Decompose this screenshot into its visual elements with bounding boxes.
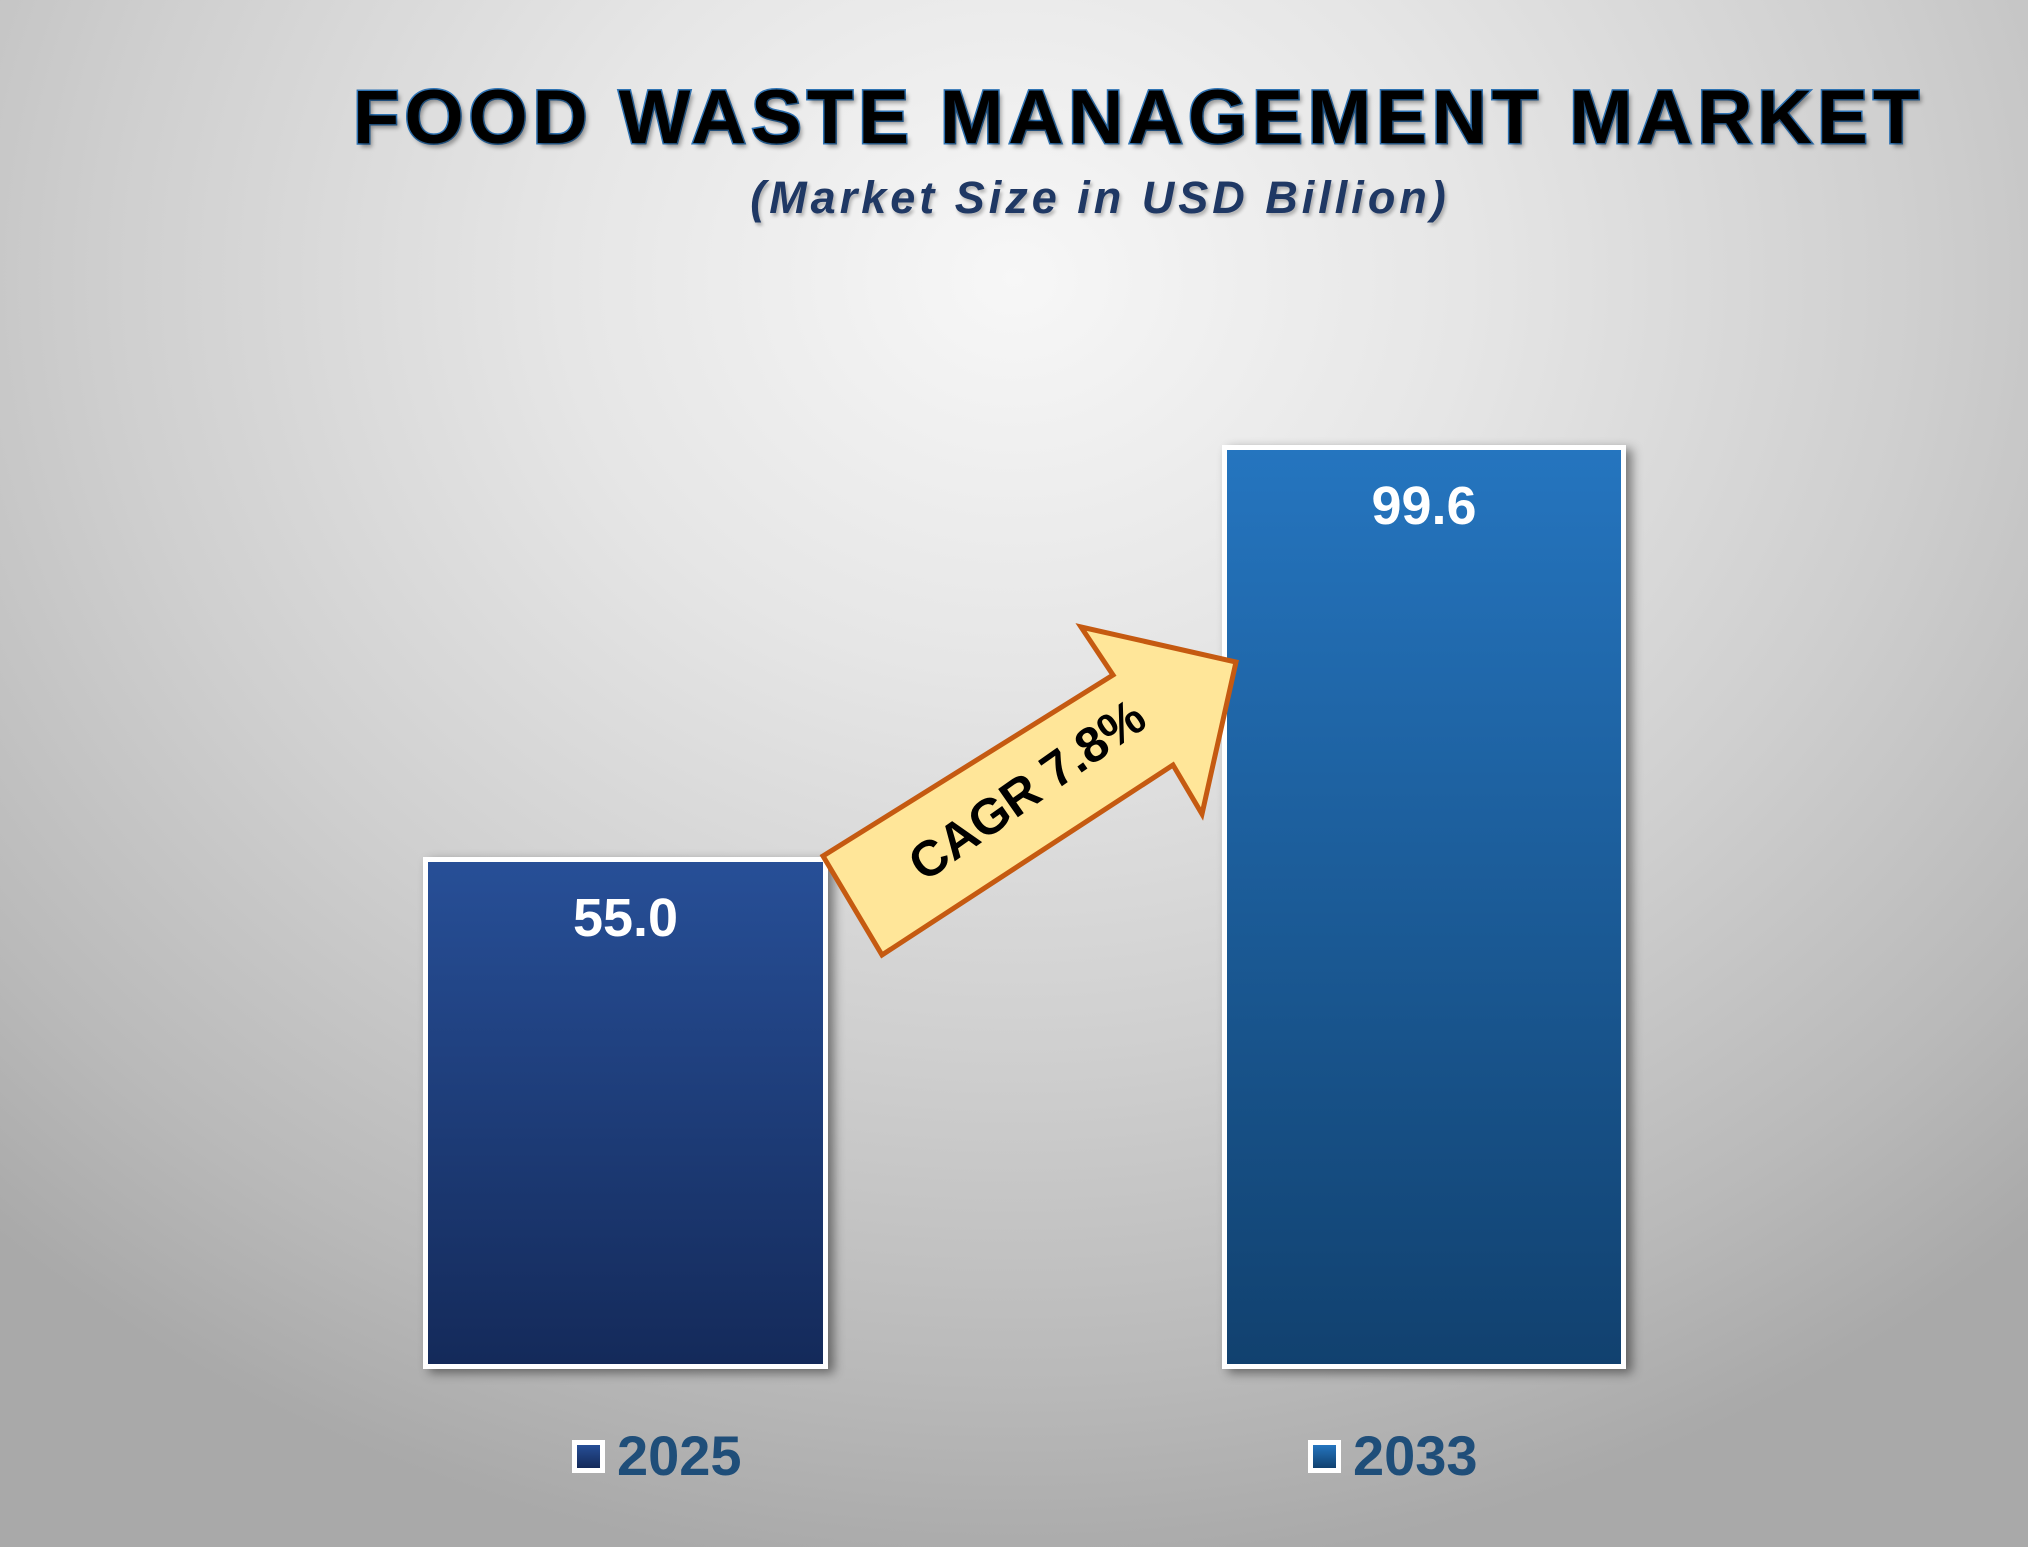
legend-label: 2033 (1353, 1424, 1478, 1487)
bar-2025: 55.0 (423, 857, 828, 1369)
bar-value-label: 99.6 (1371, 476, 1477, 536)
chart-subtitle: (Market Size in USD Billion) (750, 172, 1450, 223)
bar-2033: 99.6 (1222, 445, 1626, 1369)
legend-swatch-icon (572, 1439, 605, 1473)
legend-swatch-icon (1308, 1439, 1341, 1473)
legend-label: 2025 (617, 1424, 742, 1487)
legend-item-2033: 2033 (1308, 1428, 1478, 1484)
cagr-label: CAGR 7.8% (898, 688, 1156, 892)
chart-title: FOOD WASTE MANAGEMENT MARKET (352, 75, 1925, 160)
bar-value-label: 55.0 (572, 888, 679, 948)
legend-item-2025: 2025 (572, 1428, 742, 1484)
